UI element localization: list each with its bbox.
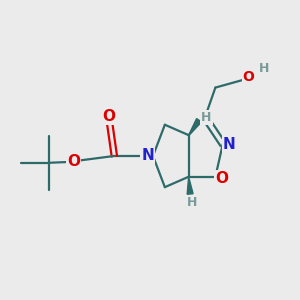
- Text: O: O: [215, 171, 228, 186]
- Text: H: H: [186, 196, 197, 209]
- Text: H: H: [259, 62, 270, 75]
- Text: N: N: [141, 148, 154, 164]
- Text: H: H: [201, 111, 212, 124]
- Text: O: O: [243, 70, 255, 84]
- Polygon shape: [187, 177, 193, 194]
- Text: N: N: [223, 136, 236, 152]
- Text: O: O: [67, 154, 80, 169]
- Text: O: O: [102, 109, 115, 124]
- Polygon shape: [189, 118, 202, 135]
